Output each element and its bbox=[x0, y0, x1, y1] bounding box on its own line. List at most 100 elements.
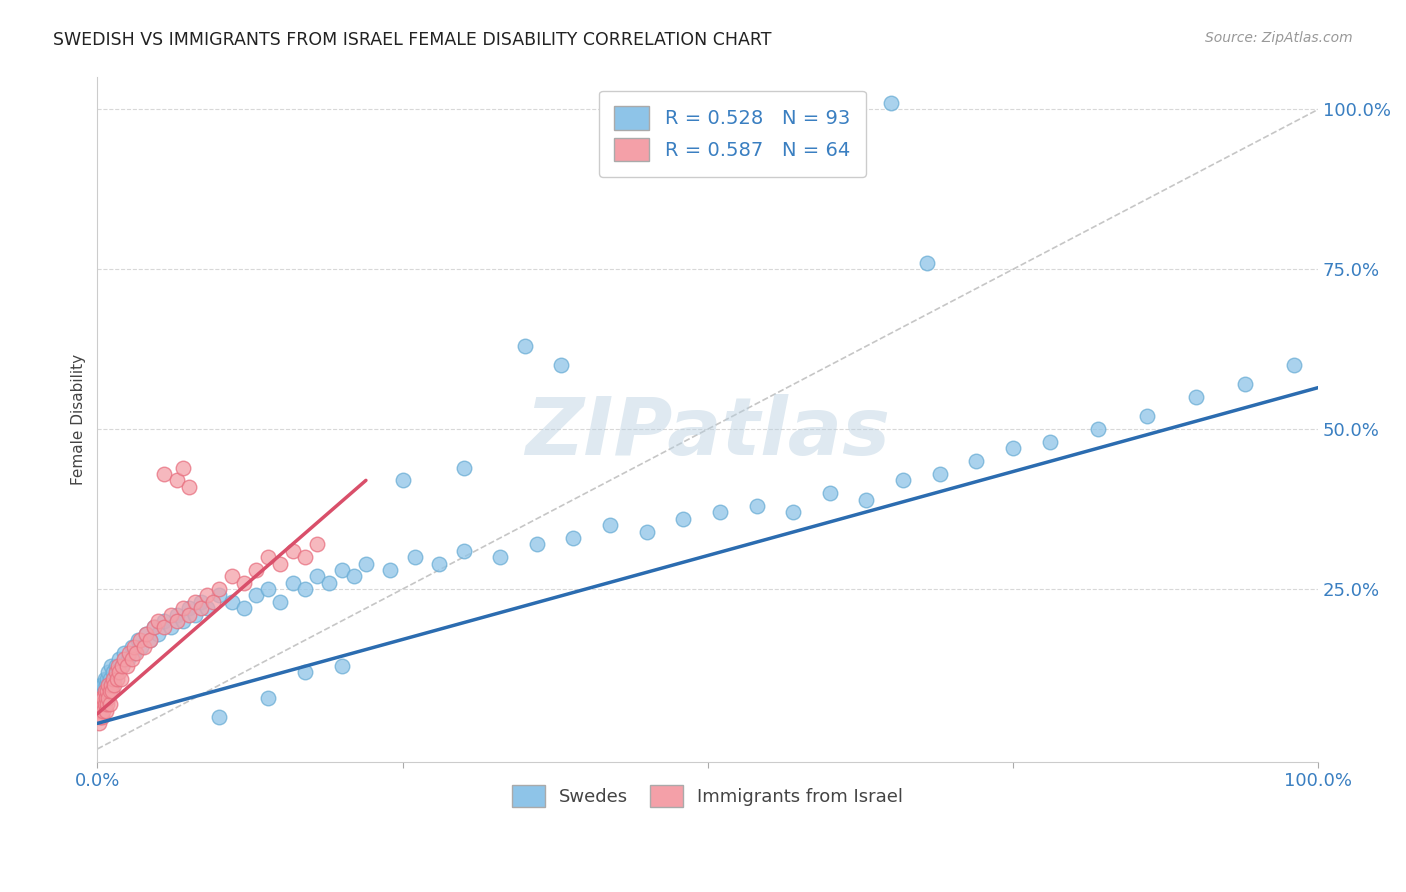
Point bbox=[855, 492, 877, 507]
Point bbox=[91, 710, 114, 724]
Point bbox=[880, 95, 903, 110]
Point bbox=[98, 672, 121, 686]
Point bbox=[90, 678, 112, 692]
Point bbox=[103, 672, 125, 686]
Point bbox=[97, 678, 120, 692]
Point bbox=[93, 678, 115, 692]
Point bbox=[103, 678, 125, 692]
Point bbox=[97, 665, 120, 680]
Point bbox=[159, 620, 181, 634]
Point bbox=[94, 678, 117, 692]
Y-axis label: Female Disability: Female Disability bbox=[72, 354, 86, 485]
Point bbox=[90, 690, 112, 705]
Point bbox=[111, 658, 134, 673]
Point bbox=[97, 678, 120, 692]
Point bbox=[391, 474, 413, 488]
Point bbox=[112, 652, 135, 666]
Point bbox=[782, 505, 804, 519]
Point bbox=[281, 575, 304, 590]
Point bbox=[101, 684, 124, 698]
Point bbox=[96, 672, 118, 686]
Point bbox=[105, 672, 128, 686]
Point bbox=[245, 589, 267, 603]
Point bbox=[232, 575, 254, 590]
Point bbox=[139, 633, 162, 648]
Point bbox=[129, 640, 152, 654]
Point bbox=[208, 582, 231, 596]
Point bbox=[453, 543, 475, 558]
Point bbox=[965, 454, 987, 468]
Point bbox=[135, 627, 157, 641]
Point bbox=[93, 704, 115, 718]
Point bbox=[94, 690, 117, 705]
Point bbox=[257, 690, 280, 705]
Point bbox=[184, 595, 207, 609]
Point bbox=[166, 474, 188, 488]
Point bbox=[96, 684, 118, 698]
Point bbox=[129, 633, 152, 648]
Point bbox=[104, 658, 127, 673]
Point bbox=[166, 607, 188, 622]
Point bbox=[269, 557, 291, 571]
Point bbox=[281, 543, 304, 558]
Point bbox=[257, 582, 280, 596]
Point bbox=[94, 690, 117, 705]
Point bbox=[1038, 435, 1060, 450]
Point bbox=[93, 672, 115, 686]
Point bbox=[94, 704, 117, 718]
Point bbox=[132, 640, 155, 654]
Text: SWEDISH VS IMMIGRANTS FROM ISRAEL FEMALE DISABILITY CORRELATION CHART: SWEDISH VS IMMIGRANTS FROM ISRAEL FEMALE… bbox=[53, 31, 772, 49]
Point bbox=[307, 537, 329, 551]
Point bbox=[87, 690, 110, 705]
Point bbox=[93, 684, 115, 698]
Point bbox=[89, 710, 111, 724]
Point bbox=[202, 595, 225, 609]
Point bbox=[232, 601, 254, 615]
Point bbox=[97, 690, 120, 705]
Point bbox=[208, 710, 231, 724]
Point bbox=[1001, 442, 1024, 456]
Point bbox=[148, 627, 170, 641]
Text: ZIPatlas: ZIPatlas bbox=[526, 394, 890, 472]
Point bbox=[98, 684, 121, 698]
Point bbox=[142, 620, 165, 634]
Point bbox=[257, 550, 280, 565]
Point bbox=[404, 550, 426, 565]
Point bbox=[103, 665, 125, 680]
Point bbox=[110, 672, 132, 686]
Point bbox=[709, 505, 731, 519]
Point bbox=[121, 640, 143, 654]
Point bbox=[294, 582, 316, 596]
Point bbox=[100, 678, 122, 692]
Point bbox=[330, 563, 353, 577]
Point bbox=[177, 607, 200, 622]
Point bbox=[93, 690, 115, 705]
Point bbox=[122, 640, 145, 654]
Point bbox=[153, 467, 176, 481]
Point bbox=[208, 589, 231, 603]
Point bbox=[115, 658, 138, 673]
Point bbox=[153, 614, 176, 628]
Point bbox=[107, 658, 129, 673]
Point bbox=[672, 512, 695, 526]
Point bbox=[90, 690, 112, 705]
Point bbox=[745, 499, 768, 513]
Point bbox=[118, 646, 141, 660]
Point bbox=[108, 652, 131, 666]
Point bbox=[513, 339, 536, 353]
Point bbox=[89, 697, 111, 711]
Point bbox=[550, 358, 572, 372]
Point bbox=[1233, 377, 1256, 392]
Point bbox=[93, 690, 115, 705]
Point bbox=[891, 474, 914, 488]
Point bbox=[294, 665, 316, 680]
Point bbox=[122, 646, 145, 660]
Point bbox=[96, 697, 118, 711]
Point bbox=[269, 595, 291, 609]
Point bbox=[221, 595, 243, 609]
Point bbox=[177, 480, 200, 494]
Point bbox=[148, 614, 170, 628]
Point bbox=[184, 607, 207, 622]
Point bbox=[343, 569, 366, 583]
Point bbox=[93, 684, 115, 698]
